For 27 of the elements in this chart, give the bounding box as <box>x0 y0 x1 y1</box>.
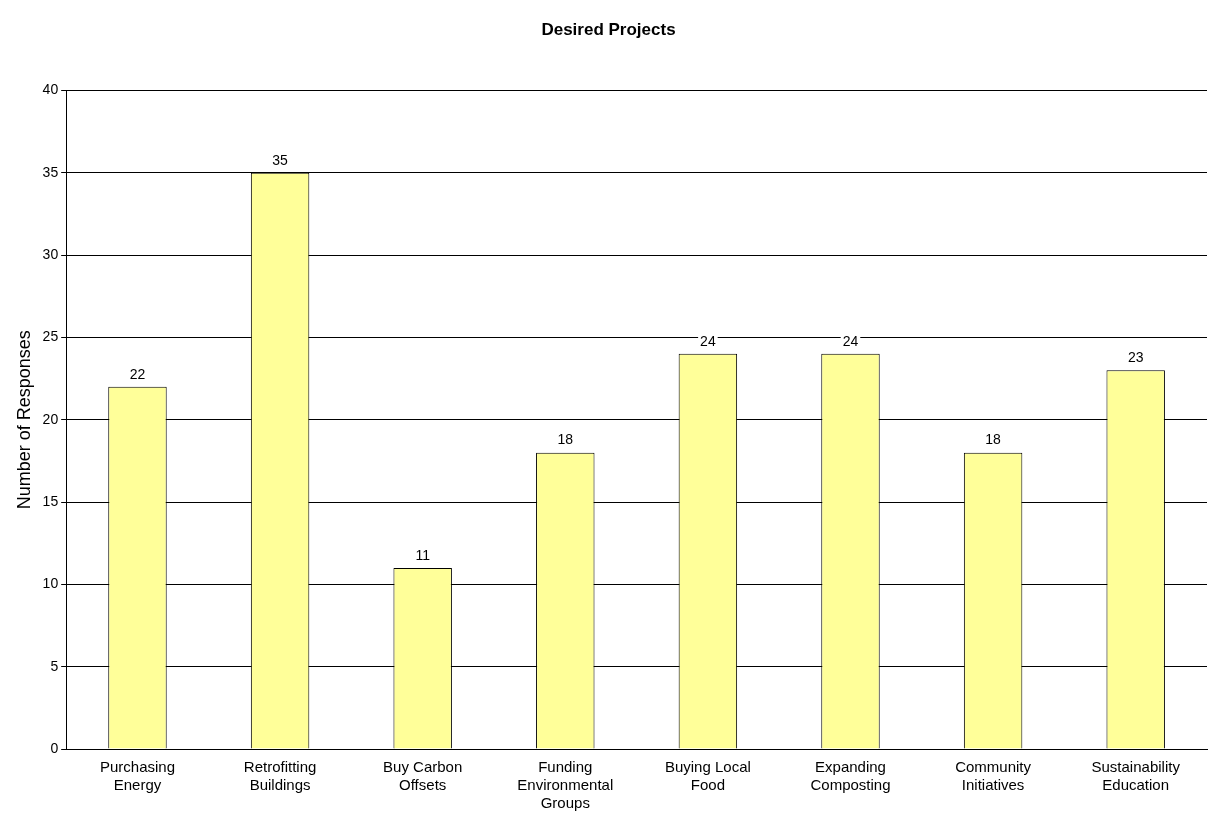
data-label: 23 <box>1127 349 1144 366</box>
data-label: 18 <box>985 431 1002 448</box>
y-tick-label: 25 <box>42 328 59 345</box>
x-tick-label: Retrofitting Buildings <box>243 758 317 794</box>
x-tick-label: Buy Carbon Offsets <box>383 758 463 794</box>
data-label: 35 <box>272 151 289 168</box>
y-tick-label: 35 <box>42 163 59 180</box>
x-tick-label: Funding Environmental Groups <box>517 758 614 812</box>
y-tick-label: 0 <box>50 739 59 756</box>
x-tick-label: Expanding Composting <box>810 758 891 794</box>
data-label: 11 <box>415 546 431 563</box>
data-label: 24 <box>700 332 716 349</box>
chart-title: Desired Projects <box>541 19 676 39</box>
y-tick-label: 30 <box>42 245 59 262</box>
y-tick-label: 20 <box>42 410 59 427</box>
data-label: 22 <box>129 365 146 382</box>
y-tick-label: 5 <box>50 657 59 674</box>
y-axis-title: Number of Responses <box>13 330 34 510</box>
x-tick-label: Purchasing Energy <box>99 758 175 794</box>
data-label: 24 <box>842 332 859 349</box>
data-label: 18 <box>557 431 574 448</box>
x-tick-label: Sustainability Education <box>1091 758 1181 794</box>
y-tick-label: 10 <box>42 575 59 592</box>
y-tick-label: 15 <box>42 492 59 509</box>
x-tick-label: Community Initiatives <box>955 758 1032 794</box>
y-tick-label: 40 <box>42 81 59 98</box>
x-tick-label: Buying Local Food <box>664 758 751 794</box>
